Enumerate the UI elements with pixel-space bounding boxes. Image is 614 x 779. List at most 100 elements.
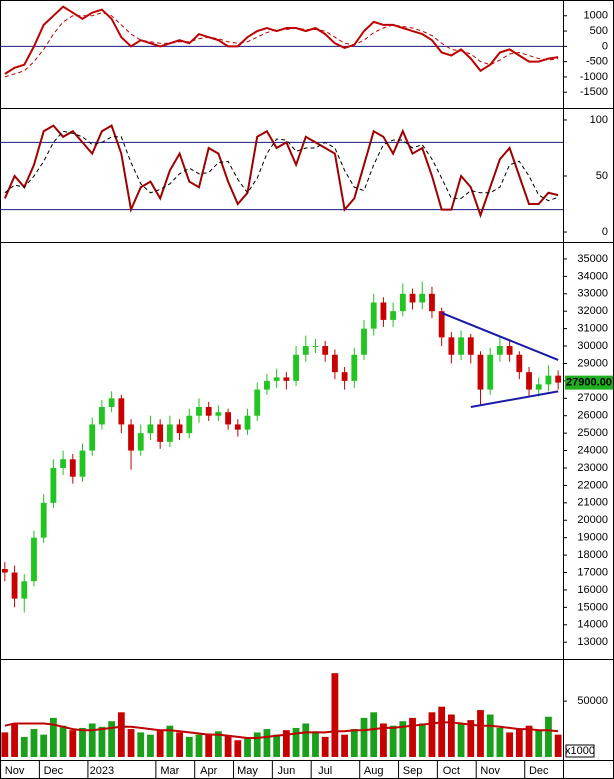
volume-bar: [418, 723, 426, 757]
candle-body: [438, 311, 445, 338]
y-tick-label: 17000: [577, 566, 608, 578]
y-tick-label: -500: [586, 56, 608, 68]
candle-body: [205, 407, 212, 416]
volume-bar: [457, 723, 465, 757]
candle-body: [60, 459, 67, 468]
volume-bar: [447, 714, 455, 757]
volume-bar: [205, 733, 213, 757]
volume-bar: [20, 736, 28, 757]
volume-bar: [554, 734, 562, 757]
volume-bar: [321, 736, 329, 757]
volume-bar: [195, 734, 203, 757]
indicator-line: [3, 124, 559, 219]
candle-body: [176, 424, 183, 434]
candle-body: [234, 424, 241, 430]
volume-bar: [360, 717, 368, 757]
volume-bar: [224, 735, 232, 757]
x-tick-label: Nov: [480, 765, 500, 777]
y-tick-label: 18000: [577, 549, 608, 561]
volume-bar: [215, 731, 222, 757]
y-tick-label: 500: [590, 25, 608, 37]
candle-body: [448, 337, 455, 355]
x-tick-label: Nov: [5, 765, 25, 777]
x-tick-label: Jun: [277, 765, 295, 777]
volume-bar: [11, 723, 18, 757]
volume-bar: [312, 731, 319, 757]
candle-body: [487, 354, 494, 390]
y-tick-label: 27000: [577, 392, 608, 404]
candle-body: [380, 302, 387, 320]
volume-bar: [302, 723, 310, 757]
volume-bar: [117, 712, 125, 757]
candle-body: [370, 302, 377, 329]
candle-body: [225, 412, 232, 425]
volume-bar: [244, 738, 251, 757]
candle-body: [331, 354, 338, 373]
volume-bar: [166, 725, 174, 757]
candle-body: [283, 377, 290, 381]
candle-body: [128, 424, 134, 451]
y-tick-label: -1500: [580, 86, 608, 98]
candle-body: [254, 389, 261, 416]
candle-body: [322, 346, 329, 355]
y-tick-label: 13000: [577, 636, 608, 648]
y-tick-label: 20000: [577, 514, 608, 526]
y-tick-label: 0: [602, 226, 608, 238]
y-tick-label: 50: [596, 170, 608, 182]
volume-bar: [98, 726, 106, 757]
candle-body: [196, 407, 202, 416]
volume-bar: [399, 721, 407, 757]
candle-body: [496, 346, 503, 355]
trendline: [470, 390, 559, 408]
volume-bar: [185, 736, 193, 757]
volume-bar: [545, 716, 552, 757]
volume-bar: [428, 712, 436, 757]
candle-body: [516, 354, 523, 373]
candle-body: [264, 380, 270, 390]
volume-bar: [292, 727, 300, 757]
candle-body: [341, 372, 348, 381]
candle-body: [467, 337, 474, 355]
x-tick-label: Jul: [318, 765, 332, 777]
trendline: [441, 312, 559, 361]
candle-body: [429, 293, 435, 312]
x-tick-label: Sep: [403, 765, 423, 777]
volume-bar: [137, 732, 145, 757]
candle-body: [361, 328, 367, 355]
candle-body: [166, 424, 173, 442]
candle-body: [50, 467, 57, 503]
volume-bar: [176, 732, 183, 757]
y-tick-label: 1000: [584, 10, 608, 22]
volume-bar: [1, 732, 9, 757]
volume-bar: [477, 710, 484, 757]
candle-body: [79, 450, 86, 477]
x-tick-label: Mar: [160, 765, 179, 777]
candle-body: [312, 346, 319, 348]
candle-body: [108, 398, 115, 408]
volume-bar: [486, 714, 494, 757]
volume-bar: [253, 732, 261, 757]
y-tick-label: 29000: [577, 357, 608, 369]
volume-bar: [409, 717, 416, 757]
candle-body: [69, 459, 76, 477]
volume-bar: [341, 734, 348, 757]
candle-body: [477, 354, 484, 390]
volume-bar: [234, 740, 242, 757]
y-tick-label: 100: [590, 114, 608, 126]
volume-bar: [331, 673, 339, 757]
volume-bar: [69, 730, 77, 757]
candle-body: [506, 346, 513, 355]
volume-bar: [438, 706, 446, 757]
y-tick-label: 15000: [577, 601, 608, 613]
candle-body: [399, 293, 406, 312]
y-tick-label: 32000: [577, 305, 608, 317]
candle-body: [526, 372, 532, 390]
x-tick-label: Apr: [200, 765, 217, 777]
unit-label: x1000: [565, 745, 595, 757]
y-tick-label: -1000: [580, 71, 608, 83]
y-tick-label: 14000: [577, 619, 608, 631]
volume-ma: [4, 721, 559, 739]
candle-body: [273, 377, 280, 381]
